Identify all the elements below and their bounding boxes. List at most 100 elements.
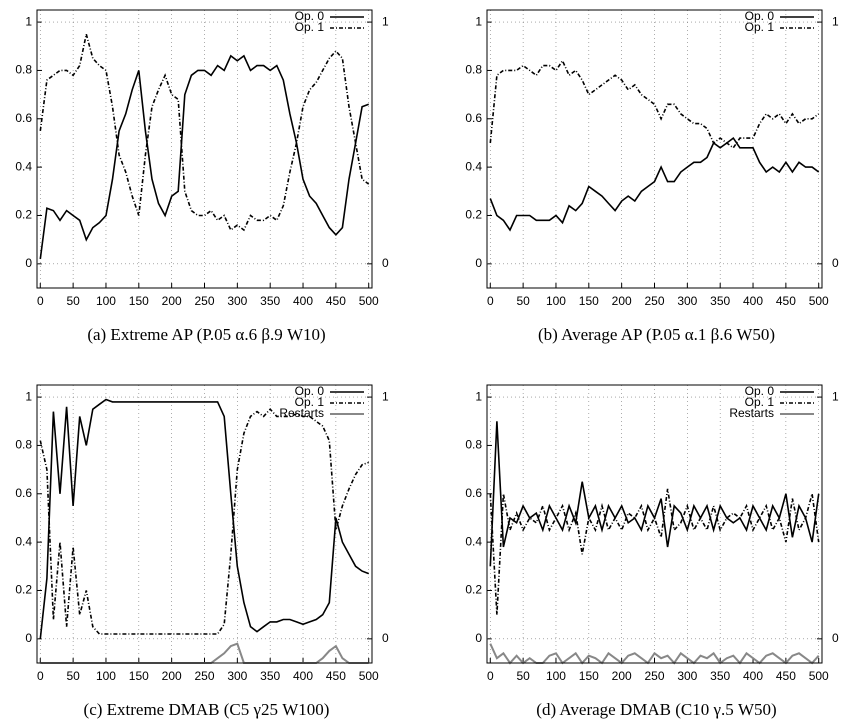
y2-tick-label: 1 [382, 389, 389, 403]
x-tick-label: 300 [227, 294, 247, 308]
x-tick-label: 0 [487, 669, 494, 683]
y-tick-label: 0 [475, 256, 482, 270]
y-tick-label: 0.8 [15, 438, 32, 452]
legend-label: Op. 1 [745, 20, 775, 34]
y-tick-label: 0.6 [465, 486, 482, 500]
x-tick-label: 150 [129, 669, 149, 683]
y-tick-label: 0.2 [465, 583, 482, 597]
x-tick-label: 200 [612, 669, 632, 683]
series-line [39, 408, 369, 635]
x-tick-label: 450 [326, 294, 346, 308]
x-tick-label: 300 [227, 669, 247, 683]
y-tick-label: 0.6 [15, 111, 32, 125]
x-tick-label: 150 [579, 669, 599, 683]
series-line [489, 59, 820, 149]
y-tick-label: 0.6 [15, 486, 32, 500]
x-tick-label: 0 [487, 294, 494, 308]
y-tick-label: 0 [25, 631, 32, 645]
y-tick-label: 1 [475, 389, 482, 403]
x-tick-label: 250 [194, 669, 214, 683]
y-tick-label: 0.8 [465, 63, 482, 77]
legend-label: Op. 0 [295, 384, 325, 398]
x-tick-label: 50 [66, 669, 80, 683]
series-line [39, 398, 369, 639]
plot-frame [486, 9, 823, 289]
caption: (b) Average AP (P.05 α.1 β.6 W50) [538, 325, 775, 344]
caption: (d) Average DMAB (C10 γ.5 W50) [536, 700, 776, 719]
x-tick-label: 300 [677, 669, 697, 683]
x-tick-label: 500 [809, 669, 829, 683]
x-tick-label: 100 [546, 294, 566, 308]
y-tick-label: 0.6 [465, 111, 482, 125]
x-tick-label: 350 [710, 669, 730, 683]
x-tick-label: 400 [293, 294, 313, 308]
plot-frame [486, 384, 823, 664]
legend-label: Op. 0 [745, 384, 775, 398]
x-tick-label: 100 [546, 669, 566, 683]
x-tick-label: 250 [644, 669, 664, 683]
x-tick-label: 0 [37, 669, 44, 683]
x-tick-label: 350 [260, 669, 280, 683]
y-tick-label: 0.4 [15, 534, 32, 548]
legend-label: Op. 0 [745, 9, 775, 23]
y-tick-label: 0.4 [15, 159, 32, 173]
series-line [489, 488, 820, 615]
y-tick-label: 0.8 [15, 63, 32, 77]
series-line [39, 33, 370, 232]
legend-label: Op. 1 [745, 395, 775, 409]
x-tick-label: 400 [293, 669, 313, 683]
caption: (a) Extreme AP (P.05 α.6 β.9 W10) [87, 325, 325, 344]
x-tick-label: 100 [96, 294, 116, 308]
x-tick-label: 500 [359, 669, 379, 683]
y-tick-label: 0.4 [465, 534, 482, 548]
y-tick-label: 0.2 [15, 583, 32, 597]
x-tick-label: 200 [162, 669, 182, 683]
x-tick-label: 250 [644, 294, 664, 308]
x-tick-label: 50 [516, 294, 530, 308]
plot-frame [36, 384, 373, 664]
plot-frame [36, 9, 373, 289]
series-line [489, 421, 820, 567]
x-tick-label: 350 [260, 294, 280, 308]
x-tick-label: 450 [776, 294, 796, 308]
x-tick-label: 250 [194, 294, 214, 308]
legend-label: Op. 1 [295, 20, 325, 34]
y-tick-label: 1 [475, 14, 482, 28]
y2-tick-label: 1 [382, 14, 389, 28]
y2-tick-label: 0 [832, 631, 839, 645]
series-line [489, 136, 820, 232]
x-tick-label: 0 [37, 294, 44, 308]
legend-label: Restarts [279, 406, 324, 420]
y-tick-label: 0.2 [465, 208, 482, 222]
y-tick-label: 1 [25, 14, 32, 28]
x-tick-label: 500 [809, 294, 829, 308]
y-tick-label: 0.4 [465, 159, 482, 173]
y-tick-label: 0.8 [465, 438, 482, 452]
y2-tick-label: 0 [832, 256, 839, 270]
legend-label: Op. 1 [295, 395, 325, 409]
caption: (c) Extreme DMAB (C5 γ25 W100) [84, 700, 330, 719]
x-tick-label: 450 [776, 669, 796, 683]
x-tick-label: 200 [162, 294, 182, 308]
x-tick-label: 150 [579, 294, 599, 308]
x-tick-label: 350 [710, 294, 730, 308]
x-tick-label: 200 [612, 294, 632, 308]
x-tick-label: 450 [326, 669, 346, 683]
x-tick-label: 50 [66, 294, 80, 308]
x-tick-label: 50 [516, 669, 530, 683]
y2-tick-label: 0 [382, 631, 389, 645]
x-tick-label: 100 [96, 669, 116, 683]
series-line [39, 54, 369, 260]
x-tick-label: 300 [677, 294, 697, 308]
y-tick-label: 0 [475, 631, 482, 645]
y-tick-label: 0 [25, 256, 32, 270]
x-tick-label: 400 [743, 669, 763, 683]
legend-label: Restarts [729, 406, 774, 420]
y2-tick-label: 1 [832, 14, 839, 28]
x-tick-label: 400 [743, 294, 763, 308]
x-tick-label: 500 [359, 294, 379, 308]
legend-label: Op. 0 [295, 9, 325, 23]
y2-tick-label: 0 [382, 256, 389, 270]
y2-tick-label: 1 [832, 389, 839, 403]
